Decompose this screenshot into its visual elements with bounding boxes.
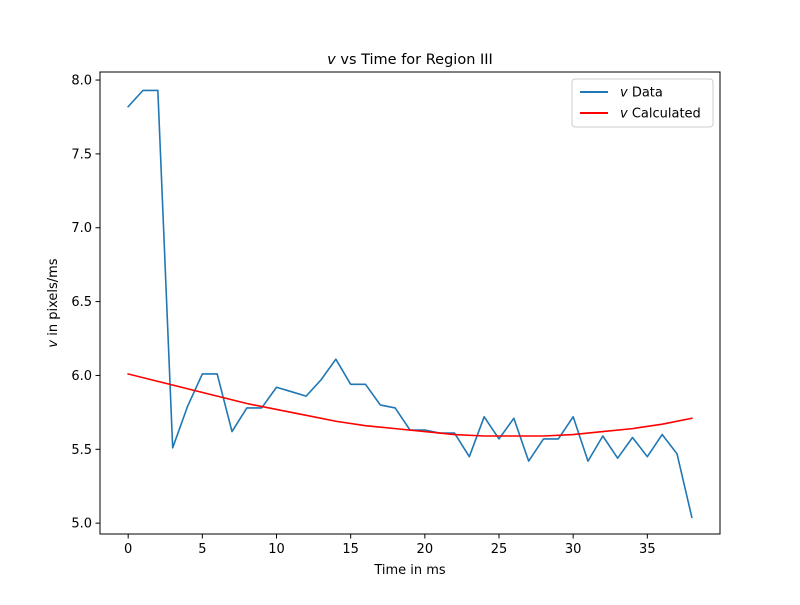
y-axis-label-text: in pixels/ms xyxy=(46,258,61,340)
y-tick-label: 5.5 xyxy=(71,443,92,458)
legend-label-calculated-text: Calculated xyxy=(628,107,701,122)
y-axis-label: v in pixels/ms xyxy=(46,258,61,347)
x-axis-label: Time in ms xyxy=(373,563,446,578)
y-tick-label: 5.0 xyxy=(71,517,92,532)
x-tick-label: 25 xyxy=(491,542,508,557)
y-tick-label: 8.0 xyxy=(71,74,92,89)
x-tick-label: 10 xyxy=(268,542,285,557)
x-tick-label: 5 xyxy=(198,542,206,557)
series-line-v-calculated xyxy=(127,373,693,437)
x-tick-label: 15 xyxy=(342,542,359,557)
y-axis-label-symbol: v xyxy=(46,340,61,348)
y-tick-label: 7.0 xyxy=(71,221,92,236)
legend-label-data-symbol: v xyxy=(620,86,628,101)
chart-title-text: vs Time for Region III xyxy=(336,52,493,68)
legend: v Data v Calculated xyxy=(571,78,714,128)
chart-title: v vs Time for Region III xyxy=(327,52,493,68)
y-tick-label: 6.5 xyxy=(71,295,92,310)
legend-label-data-text: Data xyxy=(628,86,663,101)
x-tick-label: 35 xyxy=(639,542,656,557)
y-tick-label: 7.5 xyxy=(71,147,92,162)
y-tick-label: 6.0 xyxy=(71,369,92,384)
chart-title-symbol: v xyxy=(327,52,336,68)
plot-lines xyxy=(127,89,693,519)
x-tick-label: 20 xyxy=(417,542,434,557)
legend-label-data: v Data xyxy=(620,86,663,101)
x-tick-label: 30 xyxy=(565,542,582,557)
legend-label-calculated-symbol: v xyxy=(620,107,628,122)
plot-frame xyxy=(99,71,721,535)
axis-ticks: 0 5 10 15 20 25 30 35 5.0 5.5 6.0 6.5 7.0 7.5 8.0 xyxy=(71,74,655,557)
x-tick-label: 0 xyxy=(124,542,132,557)
legend-label-calculated: v Calculated xyxy=(620,107,701,122)
